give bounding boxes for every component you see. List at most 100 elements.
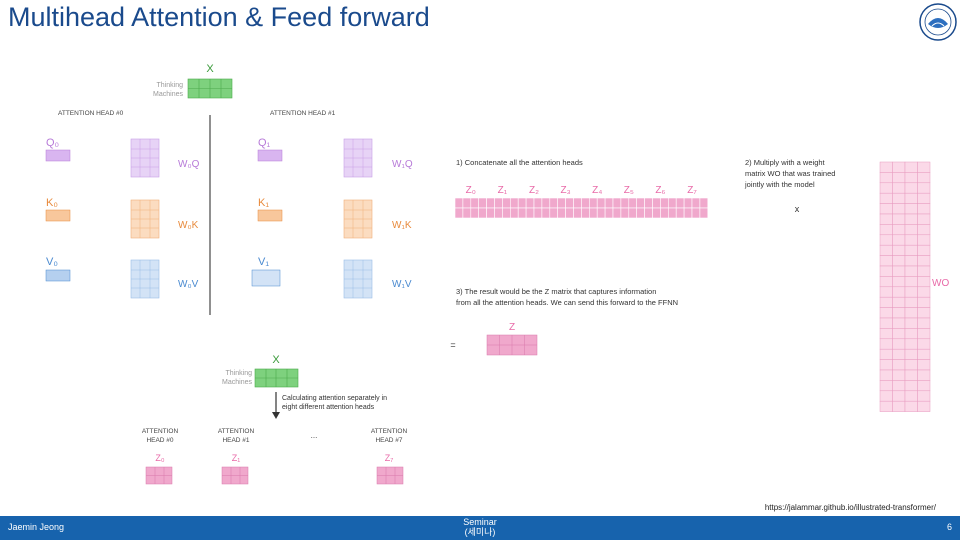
wo-matrix-cell xyxy=(879,400,893,412)
wo-matrix-cell xyxy=(892,296,906,308)
wo-matrix-cell xyxy=(904,172,918,184)
wo-matrix-cell xyxy=(892,265,906,277)
concat-z-label: Z₃ xyxy=(561,185,571,196)
bottom-head1-caption-2: HEAD #1 xyxy=(222,437,249,444)
wo-matrix-cell xyxy=(892,276,906,288)
concat-matrix-cell xyxy=(691,207,701,219)
wo-matrix-cell xyxy=(879,161,893,173)
bottom-z0-label: Z₀ xyxy=(155,453,164,463)
concat-matrix-cell xyxy=(636,207,645,219)
concat-matrix-cell xyxy=(581,207,590,219)
concat-matrix-cell xyxy=(557,207,566,219)
wo-matrix-cell xyxy=(904,286,918,298)
concat-matrix-cell xyxy=(612,197,622,209)
step2-line-2: matrix WO that was trained xyxy=(745,169,835,178)
head0-k-label: K₀ xyxy=(46,197,58,209)
bottom-z7-label: Z₇ xyxy=(385,453,394,463)
concat-matrix-cell xyxy=(525,207,535,219)
university-logo xyxy=(919,3,957,41)
concat-matrix-cell xyxy=(691,197,701,209)
concat-matrix-cell xyxy=(699,197,709,209)
wo-matrix-cell xyxy=(904,224,918,236)
head0-k-matrix xyxy=(45,209,71,222)
wo-matrix-cell xyxy=(917,255,931,267)
wo-matrix-cell xyxy=(904,203,918,215)
wo-matrix-cell xyxy=(892,161,906,173)
wo-matrix-cell xyxy=(904,244,918,256)
wo-matrix-cell xyxy=(879,380,893,392)
wo-matrix xyxy=(879,161,931,412)
concat-matrix-cell xyxy=(604,197,614,209)
wo-matrix-cell xyxy=(904,380,918,392)
wo-matrix-cell xyxy=(904,276,918,288)
wo-matrix-cell xyxy=(879,359,893,371)
concat-matrix-cell xyxy=(502,207,511,219)
concat-z-matrix xyxy=(454,197,709,219)
wo-matrix-cell xyxy=(892,307,906,319)
wo-matrix-cell xyxy=(904,234,918,246)
wo-matrix-cell xyxy=(917,203,931,215)
wo-matrix-cell xyxy=(904,265,918,277)
wo-label: WO xyxy=(932,278,949,289)
concat-matrix-cell xyxy=(470,207,479,219)
concat-matrix-cell xyxy=(604,207,614,219)
footer-seminar: Seminar (세미나) xyxy=(430,517,530,537)
wo-matrix-cell xyxy=(879,348,893,360)
wo-matrix-cell xyxy=(892,192,906,204)
concat-matrix-cell xyxy=(652,197,661,209)
wo-matrix-cell xyxy=(892,348,906,360)
step3-line-2: from all the attention heads. We can sen… xyxy=(456,298,678,307)
bottom-head7-caption-2: HEAD #7 xyxy=(375,437,402,444)
head0-caption: ATTENTION HEAD #0 xyxy=(58,110,124,117)
wo-matrix-cell xyxy=(892,255,906,267)
wo-matrix-cell xyxy=(917,172,931,184)
wo-matrix-cell xyxy=(904,255,918,267)
wo-matrix-cell xyxy=(917,328,931,340)
down-arrow xyxy=(272,392,280,419)
wo-matrix-cell xyxy=(879,369,893,381)
wo-matrix-cell xyxy=(904,182,918,194)
head0-wk-grid xyxy=(131,200,159,238)
concat-matrix-cell xyxy=(596,197,606,209)
concat-z-label: Z₄ xyxy=(592,185,602,196)
head0-wq-grid xyxy=(131,139,159,177)
concat-matrix-cell xyxy=(581,197,590,209)
concat-matrix-cell xyxy=(486,197,495,209)
top-x-label: X xyxy=(206,63,214,75)
wo-matrix-cell xyxy=(904,348,918,360)
bottom-ellipsis: ... xyxy=(311,431,318,440)
footer-bar xyxy=(0,516,960,540)
concat-matrix-cell xyxy=(652,207,661,219)
times-sign: x xyxy=(795,204,800,214)
source-url[interactable]: https://jalammar.github.io/illustrated-t… xyxy=(764,503,936,512)
equals-sign: = xyxy=(450,340,455,350)
wo-matrix-cell xyxy=(904,390,918,402)
head0-wv-label: W₀V xyxy=(178,279,199,290)
bottom-input-word-2: Machines xyxy=(222,379,252,386)
concat-matrix-cell xyxy=(683,207,693,219)
head1-k-label: K₁ xyxy=(258,197,269,209)
head0-wk-label: W₀K xyxy=(178,220,199,231)
bottom-z7-matrix xyxy=(376,466,404,485)
concat-matrix-cell xyxy=(628,197,637,209)
concat-matrix-cell xyxy=(454,207,464,219)
wo-matrix-cell xyxy=(904,307,918,319)
wo-matrix-cell xyxy=(879,203,893,215)
concat-matrix-cell xyxy=(509,207,519,219)
wo-matrix-cell xyxy=(917,286,931,298)
page-number: 6 xyxy=(946,522,952,532)
concat-matrix-cell xyxy=(596,207,606,219)
footer-author: Jaemin Jeong xyxy=(8,522,65,532)
wo-matrix-cell xyxy=(892,244,906,256)
concat-z-label: Z₁ xyxy=(498,185,508,196)
wo-matrix-cell xyxy=(879,276,893,288)
concat-matrix-cell xyxy=(573,207,582,219)
wo-matrix-cell xyxy=(892,380,906,392)
wo-matrix-cell xyxy=(879,172,893,184)
wo-matrix-cell xyxy=(917,234,931,246)
wo-matrix-cell xyxy=(892,359,906,371)
wo-matrix-cell xyxy=(879,192,893,204)
wo-matrix-cell xyxy=(904,338,918,350)
head1-wq-label: W₁Q xyxy=(392,159,413,170)
